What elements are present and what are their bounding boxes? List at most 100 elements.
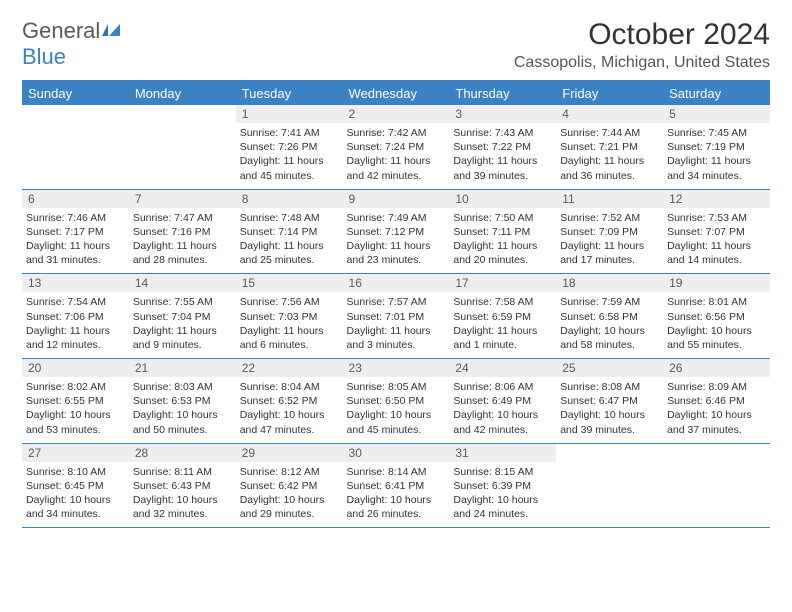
day-number: 12	[663, 190, 770, 208]
daylight-line: Daylight: 11 hours and 3 minutes.	[347, 324, 446, 352]
sunset-line: Sunset: 7:21 PM	[560, 140, 659, 154]
daylight-line: Daylight: 10 hours and 39 minutes.	[560, 408, 659, 436]
day-cell: 12Sunrise: 7:53 AMSunset: 7:07 PMDayligh…	[663, 189, 770, 274]
day-cell: .	[129, 105, 236, 189]
day-cell: 14Sunrise: 7:55 AMSunset: 7:04 PMDayligh…	[129, 274, 236, 359]
day-cell: 28Sunrise: 8:11 AMSunset: 6:43 PMDayligh…	[129, 443, 236, 528]
day-cell: .	[663, 443, 770, 528]
day-cell: 10Sunrise: 7:50 AMSunset: 7:11 PMDayligh…	[449, 189, 556, 274]
sunset-line: Sunset: 6:55 PM	[26, 394, 125, 408]
sunrise-line: Sunrise: 8:12 AM	[240, 465, 339, 479]
day-content: Sunrise: 8:09 AMSunset: 6:46 PMDaylight:…	[663, 377, 770, 443]
day-content: Sunrise: 7:44 AMSunset: 7:21 PMDaylight:…	[556, 123, 663, 189]
daylight-line: Daylight: 10 hours and 26 minutes.	[347, 493, 446, 521]
sunset-line: Sunset: 6:43 PM	[133, 479, 232, 493]
week-row: 27Sunrise: 8:10 AMSunset: 6:45 PMDayligh…	[22, 443, 770, 528]
daylight-line: Daylight: 10 hours and 45 minutes.	[347, 408, 446, 436]
sunset-line: Sunset: 6:42 PM	[240, 479, 339, 493]
day-content: Sunrise: 7:56 AMSunset: 7:03 PMDaylight:…	[236, 292, 343, 358]
sunrise-line: Sunrise: 8:05 AM	[347, 380, 446, 394]
brand-logo: General	[22, 18, 124, 44]
sunset-line: Sunset: 7:14 PM	[240, 225, 339, 239]
day-content: Sunrise: 7:48 AMSunset: 7:14 PMDaylight:…	[236, 208, 343, 274]
day-number: 9	[343, 190, 450, 208]
sunrise-line: Sunrise: 7:53 AM	[667, 211, 766, 225]
day-number: 30	[343, 444, 450, 462]
location-text: Cassopolis, Michigan, United States	[514, 54, 770, 72]
sunset-line: Sunset: 6:58 PM	[560, 310, 659, 324]
sunset-line: Sunset: 7:01 PM	[347, 310, 446, 324]
calendar-body: ..1Sunrise: 7:41 AMSunset: 7:26 PMDaylig…	[22, 105, 770, 528]
daylight-line: Daylight: 10 hours and 58 minutes.	[560, 324, 659, 352]
daylight-line: Daylight: 10 hours and 29 minutes.	[240, 493, 339, 521]
sunrise-line: Sunrise: 7:50 AM	[453, 211, 552, 225]
day-number: 23	[343, 359, 450, 377]
day-content: Sunrise: 7:45 AMSunset: 7:19 PMDaylight:…	[663, 123, 770, 189]
day-number: 7	[129, 190, 236, 208]
week-row: 13Sunrise: 7:54 AMSunset: 7:06 PMDayligh…	[22, 274, 770, 359]
sunrise-line: Sunrise: 8:02 AM	[26, 380, 125, 394]
day-cell: 3Sunrise: 7:43 AMSunset: 7:22 PMDaylight…	[449, 105, 556, 189]
daylight-line: Daylight: 11 hours and 28 minutes.	[133, 239, 232, 267]
daylight-line: Daylight: 10 hours and 50 minutes.	[133, 408, 232, 436]
sunrise-line: Sunrise: 8:03 AM	[133, 380, 232, 394]
day-content: Sunrise: 8:01 AMSunset: 6:56 PMDaylight:…	[663, 292, 770, 358]
daylight-line: Daylight: 11 hours and 23 minutes.	[347, 239, 446, 267]
day-number: 10	[449, 190, 556, 208]
day-header-fri: Friday	[556, 81, 663, 105]
day-content: Sunrise: 8:05 AMSunset: 6:50 PMDaylight:…	[343, 377, 450, 443]
day-cell: 23Sunrise: 8:05 AMSunset: 6:50 PMDayligh…	[343, 359, 450, 444]
daylight-line: Daylight: 10 hours and 37 minutes.	[667, 408, 766, 436]
sunset-line: Sunset: 6:41 PM	[347, 479, 446, 493]
day-cell: 20Sunrise: 8:02 AMSunset: 6:55 PMDayligh…	[22, 359, 129, 444]
day-content: Sunrise: 8:10 AMSunset: 6:45 PMDaylight:…	[22, 462, 129, 528]
sunrise-line: Sunrise: 8:01 AM	[667, 295, 766, 309]
day-number: 19	[663, 274, 770, 292]
day-cell: 18Sunrise: 7:59 AMSunset: 6:58 PMDayligh…	[556, 274, 663, 359]
day-header-mon: Monday	[129, 81, 236, 105]
day-number: 29	[236, 444, 343, 462]
daylight-line: Daylight: 10 hours and 24 minutes.	[453, 493, 552, 521]
week-row: 20Sunrise: 8:02 AMSunset: 6:55 PMDayligh…	[22, 359, 770, 444]
sunset-line: Sunset: 7:11 PM	[453, 225, 552, 239]
day-cell: 31Sunrise: 8:15 AMSunset: 6:39 PMDayligh…	[449, 443, 556, 528]
day-cell: 29Sunrise: 8:12 AMSunset: 6:42 PMDayligh…	[236, 443, 343, 528]
day-content: Sunrise: 7:47 AMSunset: 7:16 PMDaylight:…	[129, 208, 236, 274]
sunset-line: Sunset: 6:45 PM	[26, 479, 125, 493]
day-number: 5	[663, 105, 770, 123]
day-cell: 4Sunrise: 7:44 AMSunset: 7:21 PMDaylight…	[556, 105, 663, 189]
day-number: 1	[236, 105, 343, 123]
brand-part1: General	[22, 18, 100, 44]
day-cell: 21Sunrise: 8:03 AMSunset: 6:53 PMDayligh…	[129, 359, 236, 444]
daylight-line: Daylight: 11 hours and 45 minutes.	[240, 154, 339, 182]
sunrise-line: Sunrise: 8:04 AM	[240, 380, 339, 394]
day-cell: .	[22, 105, 129, 189]
day-content: Sunrise: 8:02 AMSunset: 6:55 PMDaylight:…	[22, 377, 129, 443]
day-number: 2	[343, 105, 450, 123]
sunrise-line: Sunrise: 7:55 AM	[133, 295, 232, 309]
day-number: 25	[556, 359, 663, 377]
day-number: 24	[449, 359, 556, 377]
day-content: Sunrise: 7:53 AMSunset: 7:07 PMDaylight:…	[663, 208, 770, 274]
brand-flag-icon	[102, 18, 122, 44]
sunrise-line: Sunrise: 7:56 AM	[240, 295, 339, 309]
sunset-line: Sunset: 7:24 PM	[347, 140, 446, 154]
day-content: Sunrise: 7:46 AMSunset: 7:17 PMDaylight:…	[22, 208, 129, 274]
sunset-line: Sunset: 7:12 PM	[347, 225, 446, 239]
sunrise-line: Sunrise: 7:49 AM	[347, 211, 446, 225]
day-cell: 24Sunrise: 8:06 AMSunset: 6:49 PMDayligh…	[449, 359, 556, 444]
sunset-line: Sunset: 7:16 PM	[133, 225, 232, 239]
day-number: 11	[556, 190, 663, 208]
day-header-row: Sunday Monday Tuesday Wednesday Thursday…	[22, 81, 770, 105]
day-cell: 26Sunrise: 8:09 AMSunset: 6:46 PMDayligh…	[663, 359, 770, 444]
daylight-line: Daylight: 11 hours and 31 minutes.	[26, 239, 125, 267]
sunrise-line: Sunrise: 7:52 AM	[560, 211, 659, 225]
day-number: 27	[22, 444, 129, 462]
sunset-line: Sunset: 6:47 PM	[560, 394, 659, 408]
daylight-line: Daylight: 10 hours and 55 minutes.	[667, 324, 766, 352]
day-content: Sunrise: 8:12 AMSunset: 6:42 PMDaylight:…	[236, 462, 343, 528]
sunrise-line: Sunrise: 8:11 AM	[133, 465, 232, 479]
day-number: 18	[556, 274, 663, 292]
day-content: Sunrise: 7:49 AMSunset: 7:12 PMDaylight:…	[343, 208, 450, 274]
day-number: 4	[556, 105, 663, 123]
